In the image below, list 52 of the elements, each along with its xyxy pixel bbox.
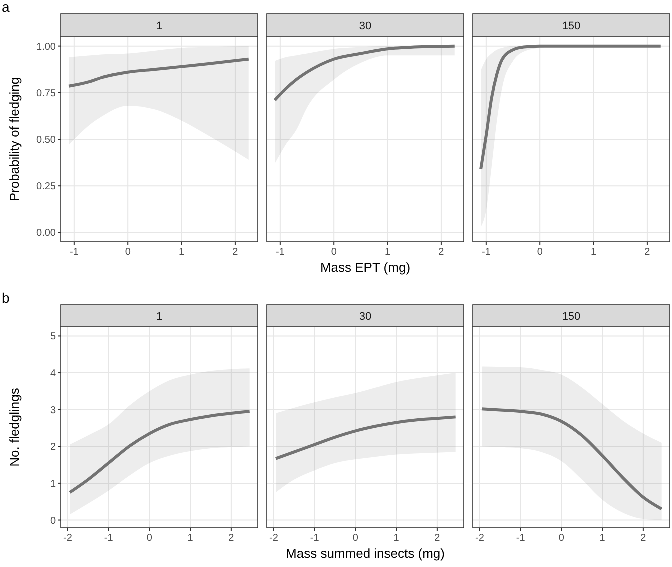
x-tick-label: -1 <box>482 247 492 258</box>
y-tick-label: 0.50 <box>36 135 56 146</box>
x-tick-label: 1 <box>600 533 606 544</box>
x-axis-title: Mass EPT (mg) <box>320 260 411 275</box>
text: a <box>2 0 10 15</box>
text: b <box>2 290 10 306</box>
y-axis-title: Probability of fledging <box>7 77 22 202</box>
x-tick-label: -1 <box>104 533 114 544</box>
y-tick-label: 1 <box>50 478 56 490</box>
x-tick-label: -2 <box>475 533 485 544</box>
x-tick-label: 1 <box>384 247 391 258</box>
x-axis-title: Mass summed insects (mg) <box>286 546 445 561</box>
y-tick-label: 0.75 <box>36 88 56 100</box>
line-series <box>68 58 250 88</box>
y-tick-label: 0.00 <box>36 228 56 240</box>
chart-title: 30 <box>359 310 372 323</box>
chart-title: 1 <box>156 310 163 323</box>
x-tick-label: 0 <box>558 533 565 544</box>
x-tick-label: -1 <box>516 533 526 544</box>
x-tick-label: 0 <box>146 533 153 544</box>
x-tick-label: 0 <box>352 533 359 544</box>
x-tick-label: 2 <box>644 247 651 258</box>
chart-title: 150 <box>562 20 581 32</box>
y-axis-title: No. fledglings <box>7 388 22 467</box>
x-tick-label: 2 <box>434 533 441 544</box>
y-tick-label: 0 <box>50 516 56 527</box>
chart-title: 150 <box>562 310 581 323</box>
line-series <box>68 410 252 494</box>
x-tick-label: 1 <box>188 533 194 544</box>
x-tick-label: -2 <box>63 533 73 544</box>
y-tick-label: 1.00 <box>36 42 56 53</box>
y-tick-label: 3 <box>50 405 56 416</box>
x-tick-label: -1 <box>276 247 286 258</box>
y-tick-label: 5 <box>50 332 56 343</box>
y-tick-label: 2 <box>50 442 56 454</box>
x-tick-label: 2 <box>232 247 239 258</box>
x-tick-label: 1 <box>178 247 185 258</box>
y-tick-label: 4 <box>50 368 56 380</box>
y-tick-label: 0.25 <box>36 182 56 193</box>
x-tick-label: 0 <box>331 247 338 258</box>
x-tick-label: 2 <box>228 533 235 544</box>
x-tick-label: -1 <box>310 533 320 544</box>
x-tick-label: 2 <box>438 247 445 258</box>
x-tick-label: 1 <box>590 247 597 258</box>
chart-title: 1 <box>156 20 163 32</box>
x-tick-label: -2 <box>269 533 279 544</box>
x-tick-label: 0 <box>125 247 132 258</box>
chart-title: 30 <box>359 20 372 32</box>
x-tick-label: 1 <box>394 533 400 544</box>
x-tick-label: -1 <box>70 247 80 258</box>
x-tick-label: 2 <box>640 533 647 544</box>
x-tick-label: 0 <box>537 247 544 258</box>
